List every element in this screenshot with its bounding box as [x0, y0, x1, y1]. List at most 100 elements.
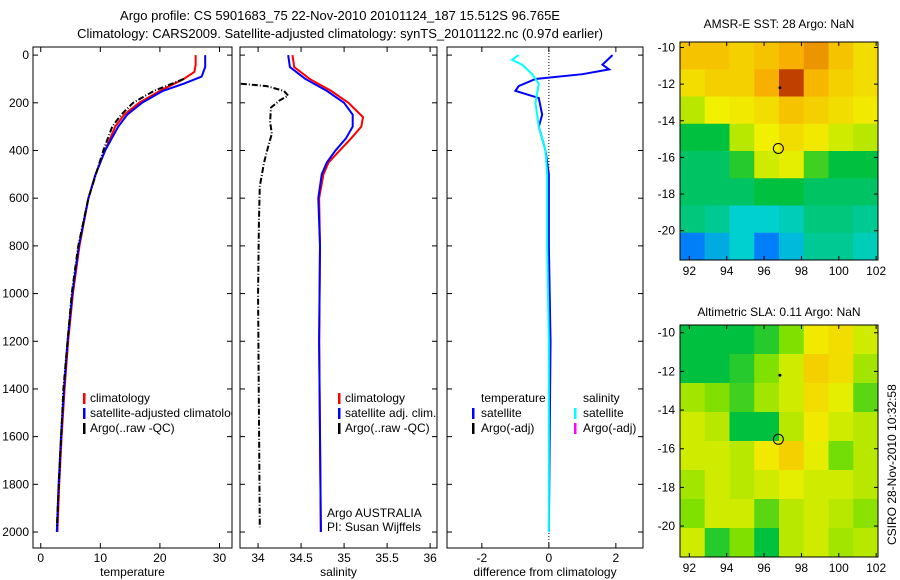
- map-cell: [680, 123, 706, 152]
- map-cell: [680, 325, 706, 355]
- map-cell: [828, 354, 854, 384]
- map-cell: [729, 383, 755, 413]
- legend-swatch: [472, 408, 475, 419]
- map-cell: [729, 123, 755, 152]
- map-cell: [729, 412, 755, 442]
- map-cell: [680, 205, 706, 234]
- legend-swatch: [472, 423, 475, 434]
- legend-swatch: [83, 423, 86, 434]
- map-cell: [729, 499, 755, 529]
- legend-label: satellite: [583, 406, 624, 420]
- map-cell: [680, 528, 706, 558]
- map-cell: [803, 528, 829, 558]
- map-cell: [853, 383, 879, 413]
- x-tick-label: 94: [720, 561, 734, 575]
- map-cell: [779, 325, 805, 355]
- map-frame: [679, 41, 879, 261]
- legend-label: satellite-adjusted climatology: [90, 406, 243, 420]
- map-cell: [704, 42, 730, 70]
- x-tick-label: 30: [213, 551, 227, 565]
- map-cell: [754, 412, 780, 442]
- y-tick-label: 2000: [2, 525, 29, 539]
- map-sst-map: AMSR-E SST: 28 Argo: NaN 92 94 96 98 100 102 -1…: [658, 17, 887, 278]
- map-cell: [729, 96, 755, 125]
- x-tick-label: 98: [795, 264, 809, 278]
- legend: temperature salinitysatelliteArgo(-adj)sa…: [472, 391, 636, 435]
- legend-label: Argo(-adj): [583, 421, 636, 435]
- series-line-argo-raw-qc-: [55, 78, 185, 528]
- map-cell: [803, 441, 829, 471]
- series-line-temperature-satellite: [513, 54, 614, 533]
- map-cell: [803, 123, 829, 152]
- map-cell: [704, 69, 730, 97]
- map-cell: [754, 42, 780, 70]
- legend-swatch: [338, 408, 341, 419]
- map-cell: [853, 441, 879, 471]
- legend-label: Argo(..raw -QC): [345, 421, 430, 435]
- y-tick-label: -14: [658, 114, 676, 128]
- y-tick-label: -16: [658, 150, 676, 164]
- legend-swatch: [574, 423, 577, 434]
- legend-label: satellite: [481, 406, 522, 420]
- map-cell: [803, 383, 829, 413]
- legend-swatch: [83, 393, 86, 404]
- map-cell: [779, 354, 805, 384]
- map-cell: [754, 499, 780, 529]
- map-cell: [853, 151, 879, 179]
- map-cell: [680, 470, 706, 500]
- y-tick-label: 1400: [2, 382, 29, 396]
- map-cell: [779, 499, 805, 529]
- map-cell: [853, 470, 879, 500]
- map-cell: [853, 354, 879, 384]
- x-tick-label: 92: [683, 264, 697, 278]
- map-cell: [704, 470, 730, 500]
- argo-position-marker: [772, 433, 784, 445]
- map-cell: [680, 96, 706, 125]
- series-group: [55, 55, 207, 533]
- map-cell: [828, 441, 854, 471]
- map-cell: [779, 96, 805, 125]
- map-cell: [704, 96, 730, 125]
- map-frame: [679, 324, 879, 558]
- map-cell: [803, 470, 829, 500]
- annotation-text: PI: Susan Wijffels: [327, 520, 421, 534]
- legend-label: Argo(-adj): [481, 421, 534, 435]
- map-cell: [828, 470, 854, 500]
- y-tick-label: 600: [9, 191, 29, 205]
- map-cell: [803, 69, 829, 97]
- map-cell: [803, 96, 829, 125]
- x-tick-label: 100: [829, 264, 849, 278]
- csiro-timestamp: CSIRO 28-Nov-2010 10:32:58: [885, 384, 899, 545]
- map-cell: [704, 383, 730, 413]
- map-cell: [803, 354, 829, 384]
- map-cell: [754, 383, 780, 413]
- x-tick-label: -2: [477, 551, 488, 565]
- y-tick-label: -12: [658, 364, 676, 378]
- x-tick-label: 36: [423, 551, 437, 565]
- y-tick-label: 800: [9, 239, 29, 253]
- map-cell: [754, 470, 780, 500]
- y-tick-label: 200: [9, 96, 29, 110]
- map-cell: [853, 178, 879, 206]
- legend-swatch: [83, 408, 86, 419]
- map-cell: [754, 325, 780, 355]
- map-cell: [828, 499, 854, 529]
- x-tick-label: 0: [37, 551, 44, 565]
- x-tick-label: 98: [795, 561, 809, 575]
- map-cell: [853, 325, 879, 355]
- map-cell: [729, 441, 755, 471]
- map-cell: [680, 383, 706, 413]
- map-cell: [779, 232, 805, 261]
- y-tick-label: 0: [22, 48, 29, 62]
- map-cell: [680, 232, 706, 261]
- x-tick-label: 34: [251, 551, 265, 565]
- map-cell: [754, 441, 780, 471]
- x-tick-label: 0: [546, 551, 553, 565]
- map-cell: [680, 178, 706, 206]
- map-cell: [680, 412, 706, 442]
- y-tick-label: 1800: [2, 477, 29, 491]
- series-group: [240, 54, 365, 533]
- map-cell: [754, 528, 780, 558]
- map-cell: [704, 499, 730, 529]
